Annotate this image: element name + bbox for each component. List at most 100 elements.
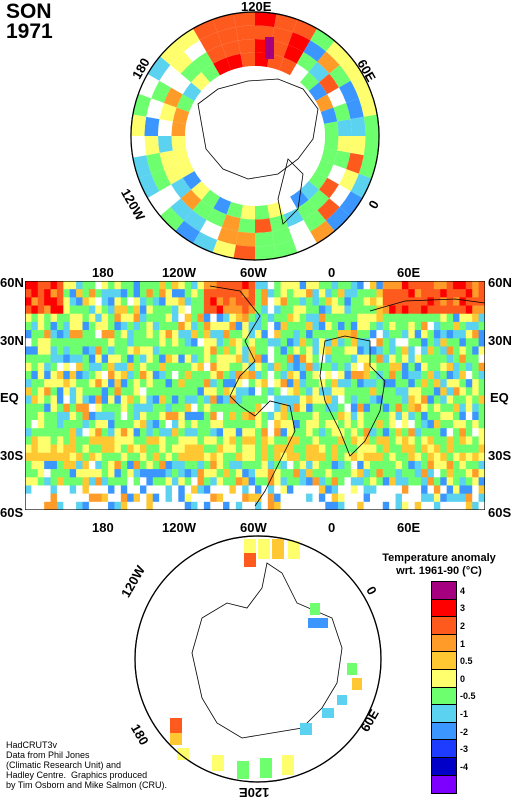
grid-cell [363, 501, 371, 510]
grid-cell [414, 321, 422, 331]
grid-cell [465, 444, 473, 454]
grid-cell [465, 493, 473, 503]
grid-cell [363, 485, 371, 494]
grid-cell [357, 313, 364, 323]
grid-cell [95, 289, 102, 298]
grid-cell [82, 460, 90, 470]
grid-cell [140, 313, 147, 323]
grid-cell [267, 469, 275, 478]
grid-cell [101, 354, 109, 364]
grid-cell [421, 338, 428, 347]
grid-cell [293, 477, 301, 486]
grid-cell [82, 485, 90, 494]
grid-cell [370, 281, 377, 290]
grid-cell [408, 362, 416, 372]
grid-cell [242, 289, 249, 298]
grid-cell [178, 469, 186, 478]
grid-cell [433, 428, 441, 437]
grid-cell [159, 477, 166, 486]
grid-cell [389, 452, 396, 462]
grid-cell [114, 501, 122, 510]
grid-cell [69, 403, 77, 413]
grid-cell [242, 485, 249, 494]
grid-cell [338, 420, 345, 429]
grid-cell [95, 338, 102, 347]
grid-cell [216, 477, 224, 486]
grid-cell [376, 289, 384, 298]
grid-cell [31, 460, 39, 470]
grid-cell [69, 313, 77, 323]
grid-cell [44, 338, 51, 347]
grid-cell [248, 403, 256, 413]
grid-cell [459, 469, 467, 478]
grid-cell [478, 469, 485, 478]
grid-cell [120, 289, 128, 298]
grid-cell [433, 436, 441, 445]
grid-cell [50, 289, 58, 298]
grid-cell [101, 305, 109, 315]
grid-cell [152, 330, 160, 339]
grid-cell [446, 477, 454, 486]
grid-cell [408, 305, 416, 315]
polar-cell [217, 227, 239, 245]
grid-cell [293, 428, 301, 437]
grid-cell [261, 346, 269, 355]
grid-cell [331, 354, 339, 364]
grid-cell [165, 436, 173, 445]
grid-cell [127, 281, 134, 290]
grid-cell [63, 338, 71, 347]
grid-cell [216, 281, 224, 290]
grid-cell [478, 354, 485, 364]
arctic-coastline [197, 78, 319, 180]
grid-cell [248, 501, 256, 510]
grid-cell [370, 313, 377, 323]
grid-cell [299, 338, 307, 347]
grid-cell [363, 330, 371, 339]
grid-cell [203, 297, 211, 306]
grid-cell [191, 313, 198, 323]
grid-cell [350, 387, 358, 396]
grid-cell [357, 379, 364, 388]
polar-cell [170, 73, 192, 95]
polar-cell [158, 136, 173, 153]
polar-cell [339, 191, 363, 216]
grid-cell [261, 297, 269, 306]
grid-cell [108, 477, 115, 486]
polar-cell [352, 678, 362, 690]
grid-cell [146, 379, 154, 388]
grid-cell [242, 313, 249, 323]
grid-cell [376, 477, 384, 486]
grid-cell [338, 289, 345, 298]
grid-cell [472, 379, 479, 388]
polar-cell [318, 73, 340, 95]
grid-cell [235, 460, 243, 470]
grid-cell [76, 485, 83, 494]
grid-cell [350, 452, 358, 462]
grid-cell [440, 330, 447, 339]
grid-cell [433, 477, 441, 486]
grid-cell [229, 493, 237, 503]
grid-cell [478, 362, 485, 372]
grid-cell [120, 395, 128, 404]
grid-cell [44, 370, 51, 380]
grid-cell [146, 330, 154, 339]
grid-cell [306, 403, 313, 413]
grid-cell [88, 501, 96, 510]
grid-cell [120, 354, 128, 364]
polar-cell [131, 114, 147, 136]
grid-cell [446, 379, 454, 388]
grid-cell [472, 370, 479, 380]
grid-cell [401, 346, 409, 355]
grid-cell [395, 477, 403, 486]
grid-cell [318, 411, 326, 421]
grid-cell [433, 330, 441, 339]
legend-swatch [431, 598, 457, 619]
grid-cell [478, 501, 485, 510]
grid-cell [159, 444, 166, 454]
grid-cell [357, 321, 364, 331]
grid-cell [286, 321, 294, 331]
grid-cell [63, 297, 71, 306]
grid-cell [159, 395, 166, 404]
grid-cell [325, 411, 332, 421]
grid-cell [459, 444, 467, 454]
